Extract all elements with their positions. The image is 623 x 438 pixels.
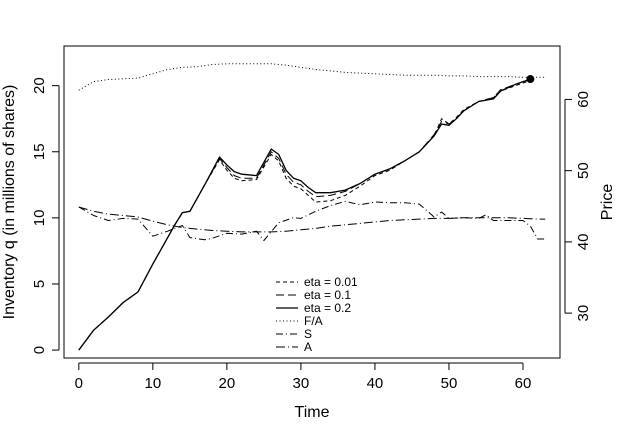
legend-label: A (304, 340, 312, 354)
series-line-6 (78, 206, 546, 233)
series-line-5 (78, 200, 546, 241)
y-right-tick-label: 30 (575, 305, 592, 322)
y-right-tick-label: 40 (575, 234, 592, 251)
y-left-tick-label: 15 (31, 143, 48, 160)
series-line-4 (78, 63, 546, 91)
x-tick-label: 30 (293, 375, 310, 392)
legend-label: S (304, 327, 312, 341)
y-right-axis: 30 40 50 60 (564, 91, 592, 322)
x-tick-label: 0 (75, 375, 83, 392)
y-left-tick-label: 20 (31, 77, 48, 94)
y-right-axis-title: Price (599, 184, 616, 221)
x-tick-label: 20 (219, 375, 236, 392)
end-point-marker (526, 75, 535, 84)
series-line-2 (78, 78, 531, 351)
series-line-3 (78, 78, 531, 351)
y-left-tick-label: 0 (31, 346, 48, 354)
legend-label: eta = 0.01 (304, 275, 358, 289)
plot-frame (63, 45, 561, 359)
x-tick-label: 10 (144, 375, 161, 392)
x-axis: 0 10 20 30 40 50 60 (75, 362, 532, 392)
y-left-axis-title: Inventory q (in millions of shares) (1, 85, 18, 320)
y-left-tick-label: 10 (31, 210, 48, 227)
series-line-1 (78, 79, 531, 351)
legend-label: eta = 0.2 (304, 301, 351, 315)
y-left-tick-label: 5 (31, 280, 48, 288)
x-tick-label: 40 (367, 375, 384, 392)
legend-label: eta = 0.1 (304, 288, 351, 302)
y-right-tick-label: 50 (575, 162, 592, 179)
legend-label: F/A (304, 314, 323, 328)
y-left-axis: 0 5 10 15 20 (31, 77, 60, 354)
x-axis-title: Time (295, 404, 330, 421)
y-right-tick-label: 60 (575, 91, 592, 108)
series-layer (78, 63, 546, 351)
x-tick-label: 50 (441, 375, 458, 392)
x-tick-label: 60 (515, 375, 532, 392)
